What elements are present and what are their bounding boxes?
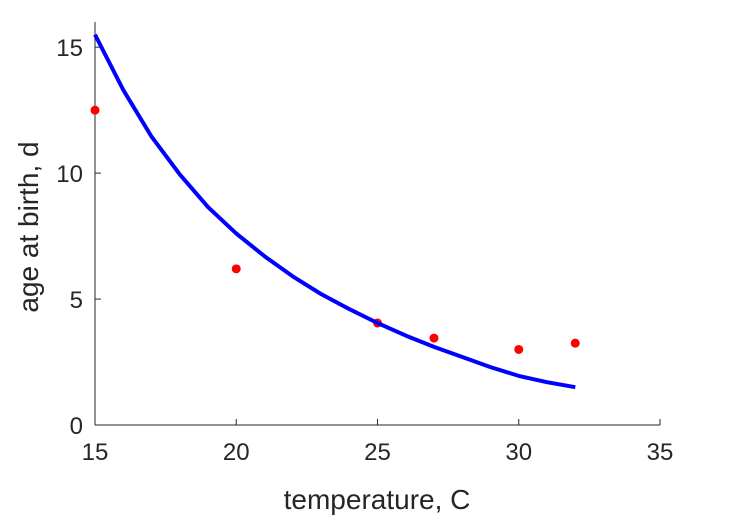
x-axis-label: temperature, C bbox=[284, 484, 471, 515]
x-tick-label: 20 bbox=[223, 439, 250, 466]
x-tick-label: 35 bbox=[647, 439, 674, 466]
x-tick-label: 25 bbox=[364, 439, 391, 466]
data-point bbox=[570, 338, 580, 348]
data-point bbox=[429, 333, 439, 343]
data-point bbox=[90, 105, 100, 115]
data-point bbox=[514, 344, 524, 354]
axes: 15 20 25 30 35 0 5 10 15 bbox=[56, 22, 673, 466]
fit-curve bbox=[93, 33, 576, 390]
y-tick-label: 0 bbox=[70, 413, 83, 440]
x-tick-label: 15 bbox=[82, 439, 109, 466]
y-tick-label: 15 bbox=[56, 35, 83, 62]
y-axis-label: age at birth, d bbox=[13, 141, 44, 312]
x-tick-label: 30 bbox=[505, 439, 532, 466]
plot-series bbox=[90, 33, 580, 390]
data-point bbox=[231, 264, 241, 274]
y-tick-label: 5 bbox=[70, 287, 83, 314]
y-tick-label: 10 bbox=[56, 161, 83, 188]
